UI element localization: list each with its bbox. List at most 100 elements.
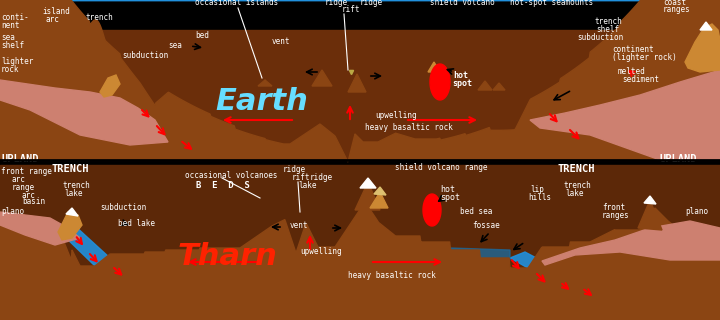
Text: hot: hot [440, 185, 455, 194]
Text: trench: trench [62, 180, 90, 189]
Polygon shape [0, 30, 720, 160]
Text: ranges: ranges [602, 212, 630, 220]
Text: rift: rift [292, 173, 310, 182]
Text: range: range [12, 182, 35, 191]
Text: hot: hot [453, 71, 468, 80]
Text: bed sea: bed sea [460, 207, 492, 217]
Text: (lighter rock): (lighter rock) [612, 53, 677, 62]
Text: ridge: ridge [310, 173, 333, 182]
Polygon shape [510, 252, 542, 268]
Text: occasional volcanoes: occasional volcanoes [185, 171, 277, 180]
Polygon shape [66, 208, 78, 216]
Text: bed lake: bed lake [118, 219, 155, 228]
Polygon shape [348, 74, 366, 92]
Text: rift: rift [342, 5, 361, 14]
Text: arc: arc [46, 14, 60, 23]
Text: ridge: ridge [283, 165, 306, 174]
Text: sea: sea [1, 34, 15, 43]
Text: upwelling: upwelling [375, 110, 417, 119]
Polygon shape [370, 192, 388, 208]
Text: subduction: subduction [577, 33, 624, 42]
Text: plano: plano [685, 207, 708, 217]
Polygon shape [644, 196, 656, 204]
Text: lake: lake [298, 180, 317, 189]
Text: ranges: ranges [663, 5, 690, 14]
Text: trench: trench [85, 13, 113, 22]
Text: arc: arc [22, 190, 36, 199]
Text: fossae: fossae [472, 220, 500, 229]
Polygon shape [478, 81, 492, 90]
Text: front: front [602, 204, 625, 212]
Polygon shape [374, 187, 386, 195]
Text: subduction: subduction [122, 51, 168, 60]
Polygon shape [493, 83, 505, 90]
Text: basin: basin [22, 197, 45, 206]
Polygon shape [0, 80, 168, 145]
Text: shelf: shelf [596, 26, 619, 35]
Polygon shape [100, 75, 120, 97]
Text: TRENCH: TRENCH [557, 164, 595, 174]
Polygon shape [0, 160, 720, 320]
Text: occasional islands: occasional islands [195, 0, 278, 7]
Text: shelf: shelf [1, 41, 24, 50]
Text: melted: melted [618, 68, 646, 76]
Text: hot-spot seamounts: hot-spot seamounts [510, 0, 593, 7]
Text: arc: arc [12, 175, 26, 185]
Text: sediment: sediment [622, 76, 659, 84]
Polygon shape [638, 200, 662, 230]
Text: heavy basaltic rock: heavy basaltic rock [365, 124, 453, 132]
Polygon shape [685, 24, 720, 72]
Text: coast: coast [663, 0, 686, 7]
Polygon shape [450, 248, 510, 260]
Text: spot: spot [452, 79, 472, 88]
Text: island: island [42, 7, 70, 17]
Polygon shape [700, 22, 712, 30]
Text: Earth: Earth [215, 87, 308, 116]
Polygon shape [542, 221, 720, 265]
Text: plano: plano [1, 207, 24, 217]
Polygon shape [428, 62, 440, 72]
Text: trench: trench [594, 18, 622, 27]
Text: spot: spot [440, 193, 460, 202]
Text: B  E  D  S: B E D S [196, 181, 250, 190]
Polygon shape [428, 204, 436, 218]
Text: lighter: lighter [1, 58, 33, 67]
Polygon shape [258, 80, 272, 86]
Text: vent: vent [290, 220, 308, 229]
Text: bed: bed [195, 31, 209, 41]
Text: lake: lake [565, 188, 583, 197]
Text: nent: nent [1, 20, 19, 29]
Text: front range: front range [1, 167, 52, 177]
Text: UPLAND: UPLAND [1, 154, 38, 164]
Text: lip: lip [530, 186, 544, 195]
Polygon shape [530, 70, 720, 160]
Polygon shape [0, 212, 80, 245]
Text: shield volcano range: shield volcano range [395, 164, 487, 172]
Text: subduction: subduction [100, 204, 146, 212]
Text: conti-: conti- [1, 13, 29, 22]
Polygon shape [0, 165, 720, 320]
Text: TRENCH: TRENCH [52, 164, 89, 174]
Text: upwelling: upwelling [300, 247, 341, 257]
Text: lake: lake [64, 188, 83, 197]
Polygon shape [58, 212, 82, 240]
Text: sea: sea [168, 42, 182, 51]
Text: ridge: ridge [325, 0, 348, 7]
Text: ridge: ridge [360, 0, 383, 7]
Text: shield volcano: shield volcano [430, 0, 495, 7]
Polygon shape [435, 76, 445, 95]
Text: trench: trench [563, 180, 590, 189]
Polygon shape [60, 226, 110, 266]
Polygon shape [0, 0, 720, 160]
Text: vent: vent [272, 36, 290, 45]
Polygon shape [355, 182, 380, 210]
Text: rock: rock [1, 65, 19, 74]
Text: heavy basaltic rock: heavy basaltic rock [348, 270, 436, 279]
Text: continent: continent [612, 45, 654, 54]
Text: Tharn: Tharn [178, 242, 278, 271]
Text: hills: hills [528, 194, 551, 203]
Polygon shape [423, 194, 441, 226]
Polygon shape [360, 178, 376, 188]
Text: UPLAND: UPLAND [660, 154, 698, 164]
Polygon shape [312, 70, 332, 86]
